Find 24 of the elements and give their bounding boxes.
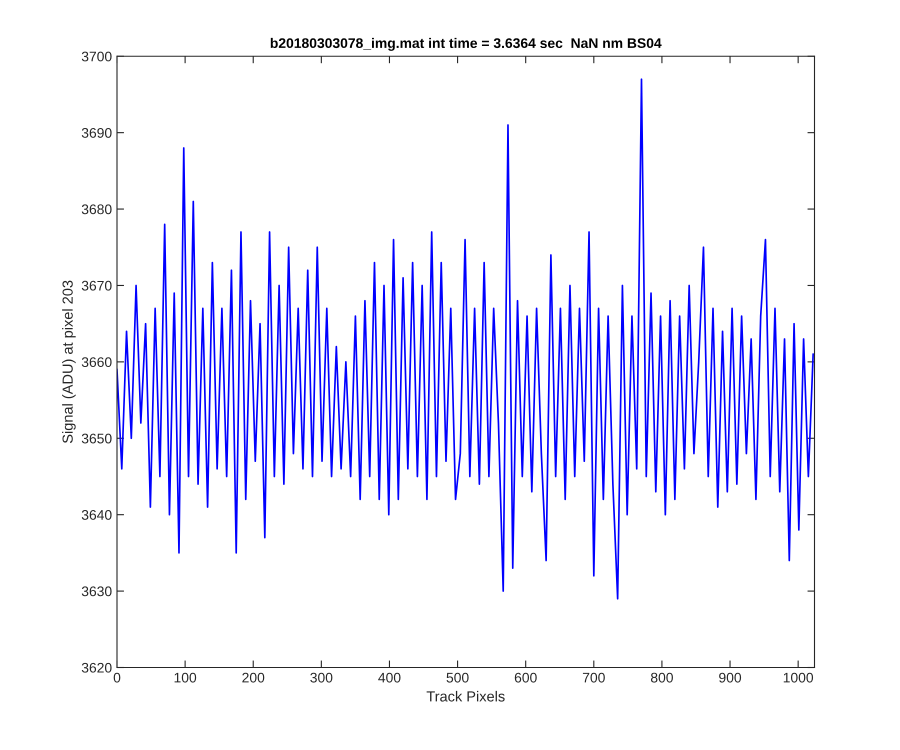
- x-tick-label: 300: [310, 672, 332, 683]
- chart-title: b20180303078_img.mat int time = 3.6364 sec NaN nm BS04: [270, 38, 662, 51]
- y-tick-label: 3660: [82, 357, 112, 368]
- y-tick-label: 3680: [82, 204, 112, 214]
- y-tick-label: 3650: [82, 434, 112, 444]
- x-tick-label: 200: [242, 672, 264, 683]
- y-tick-label: 3690: [82, 128, 112, 138]
- y-tick-label: 3640: [82, 510, 112, 520]
- x-tick-label: 100: [174, 672, 196, 683]
- line-series: [117, 78, 814, 600]
- y-tick-label: 3620: [82, 662, 112, 673]
- x-tick-label: 400: [378, 672, 401, 683]
- x-tick-label: 1000: [784, 672, 814, 683]
- y-tick-label: 3700: [82, 52, 112, 62]
- x-tick-label: 900: [719, 672, 742, 683]
- x-axis-title: Track Pixels: [426, 690, 505, 702]
- x-tick-label: 500: [446, 672, 469, 683]
- x-tick-label: 0: [114, 672, 120, 683]
- x-tick-label: 600: [514, 672, 537, 683]
- y-tick-label: 3630: [82, 586, 112, 596]
- x-tick-label: 700: [582, 672, 605, 683]
- y-axis-title: Signal (ADU) at pixel 203: [62, 280, 76, 444]
- x-tick-label: 800: [650, 672, 673, 683]
- y-tick-label: 3670: [82, 280, 112, 291]
